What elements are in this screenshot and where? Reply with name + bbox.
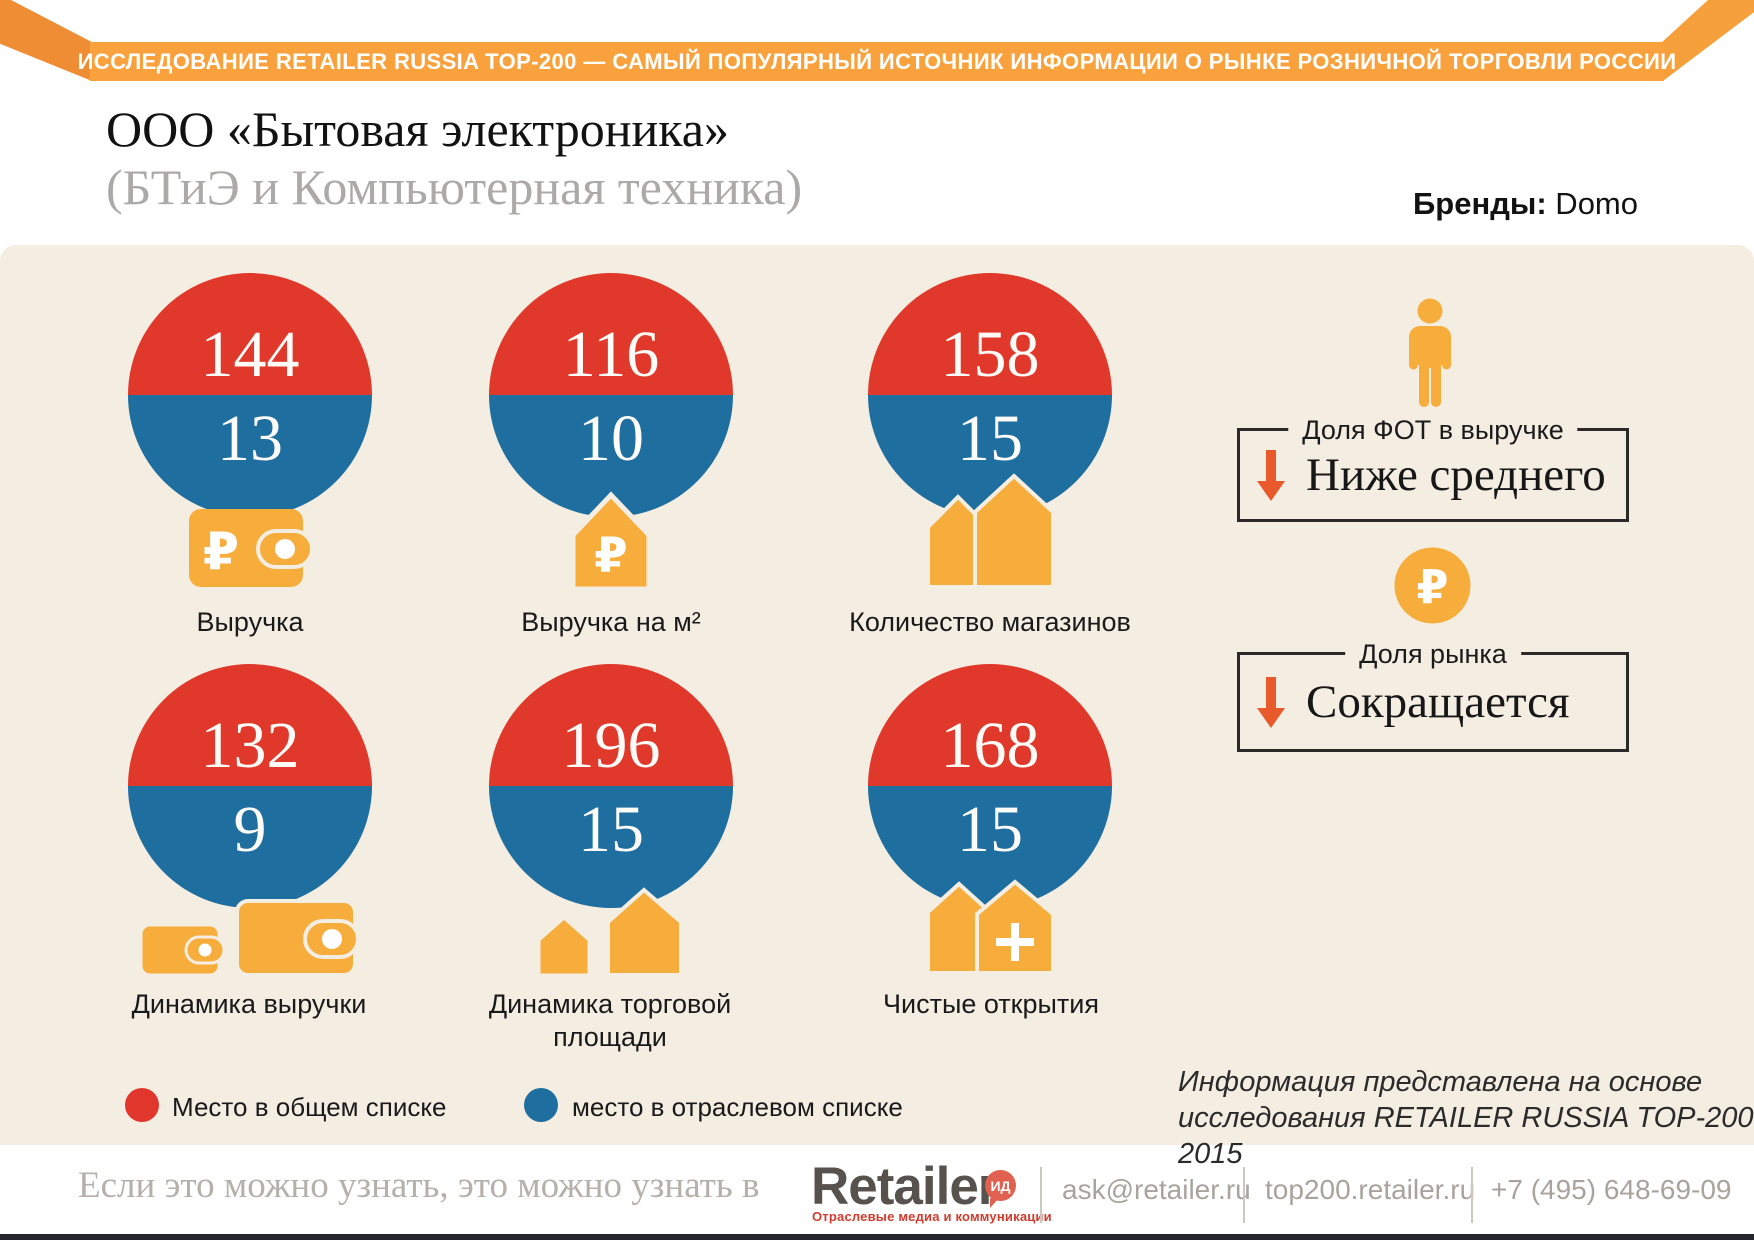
metric-label-area-dynamics: Динамика торговой площади [488, 989, 732, 1052]
metric-label-net-openings: Чистые открытия [883, 989, 1099, 1019]
top-banner: ИССЛЕДОВАНИЕ RETAILER RUSSIA TOP-200 — С… [78, 42, 1676, 81]
market-share-value: Сокращается [1306, 676, 1570, 728]
footer-divider [1040, 1167, 1042, 1223]
footer-email[interactable]: ask@retailer.ru [1062, 1174, 1251, 1205]
svg-text:₽: ₽ [1416, 560, 1448, 614]
footer-divider [1471, 1167, 1473, 1223]
legend-dot-overall [125, 1088, 159, 1122]
wallet-ruble-icon: ₽ [189, 509, 314, 587]
retailer-logo-badge: ИД [985, 1170, 1016, 1201]
source-footnote-line1: Информация представлена на основе [1178, 1066, 1703, 1098]
metric-circle-area-dynamics: 196 15 [489, 664, 733, 908]
two-houses-icon [926, 473, 1055, 589]
top-banner-text: ИССЛЕДОВАНИЕ RETAILER RUSSIA TOP-200 — С… [77, 48, 1677, 74]
metric-circle-revenue-per-m2: 116 10 [489, 273, 733, 517]
page-title: ООО «Бытовая электроника» [106, 101, 729, 157]
down-arrow-icon [1257, 450, 1285, 501]
down-arrow-icon [1257, 677, 1285, 728]
market-share-box: Доля рынка Сокращается [1237, 639, 1629, 752]
fot-share-box: Доля ФОТ в выручке Ниже среднего [1237, 415, 1629, 522]
retailer-logo-tagline: Отраслевые медиа и коммуникации [812, 1209, 1052, 1224]
footer-site[interactable]: top200.retailer.ru [1265, 1174, 1476, 1205]
legend-label-overall: Место в общем списке [172, 1092, 447, 1122]
footer-divider [1243, 1167, 1245, 1223]
bottom-edge-bar [0, 1234, 1754, 1240]
ruble-coin-icon: ₽ [1394, 547, 1471, 624]
page-subtitle: (БТиЭ и Компьютерная техника) [106, 159, 803, 215]
brands-line: Бренды: Domo [1413, 186, 1638, 222]
metric-circle-net-openings: 168 15 [868, 664, 1112, 908]
metric-label-revenue-per-m2: Выручка на м² [521, 607, 701, 637]
source-footnote: Информация представлена на основе исслед… [1178, 1064, 1754, 1172]
metric-label-store-count: Количество магазинов [849, 607, 1131, 637]
source-footnote-line2: исследования RETAILER RUSSIA TOP-200 201… [1178, 1102, 1754, 1170]
two-wallets-icon [139, 899, 360, 977]
price-tag-ruble-icon: ₽ [570, 491, 652, 592]
footer-tagline: Если это можно узнать, это можно узнать … [78, 1165, 760, 1206]
legend-dot-industry [524, 1088, 558, 1122]
brands-label: Бренды: [1413, 186, 1547, 221]
retailer-logo-badge-tail [990, 1198, 999, 1208]
fot-share-box-label: Доля ФОТ в выручке [1288, 415, 1578, 446]
metric-circle-revenue-dynamics: 132 9 [128, 664, 372, 908]
two-houses-growth-icon [537, 887, 683, 977]
two-houses-plus-icon [926, 879, 1055, 975]
legend-label-industry: место в отраслевом списке [572, 1092, 903, 1122]
brands-value: Domo [1546, 186, 1638, 221]
person-icon [1409, 298, 1451, 407]
metric-circle-revenue: 144 13 [128, 273, 372, 517]
retailer-logo: Retailer [811, 1157, 998, 1216]
metric-label-revenue: Выручка [196, 607, 304, 637]
market-share-box-label: Доля рынка [1345, 639, 1521, 670]
fot-share-value: Ниже среднего [1306, 449, 1606, 501]
footer-phone: +7 (495) 648-69-09 [1491, 1174, 1732, 1205]
svg-text:₽: ₽ [594, 528, 627, 584]
metric-label-revenue-dynamics: Динамика выручки [131, 989, 367, 1019]
svg-text:₽: ₽ [203, 522, 239, 582]
